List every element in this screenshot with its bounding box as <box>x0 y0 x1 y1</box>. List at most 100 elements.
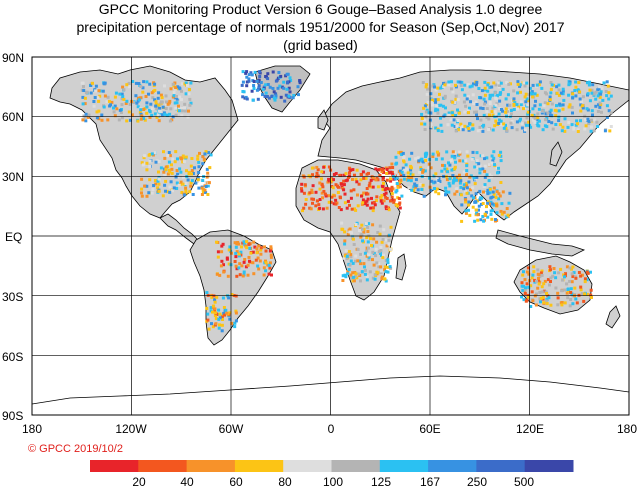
precip-cell <box>392 198 396 202</box>
precip-cell <box>148 108 151 112</box>
precip-cell <box>371 201 375 205</box>
precip-cell <box>494 218 497 221</box>
precip-cell <box>510 126 514 130</box>
precip-cell <box>589 129 593 133</box>
precip-cell <box>269 245 273 249</box>
precip-cell <box>369 178 373 182</box>
precip-cell <box>364 222 368 226</box>
precip-cell <box>356 193 359 197</box>
precip-cell <box>428 118 432 122</box>
precip-cell <box>109 103 113 107</box>
legend-swatch <box>428 460 477 472</box>
precip-cell <box>559 91 563 95</box>
precip-cell <box>458 111 461 115</box>
precip-cell <box>161 105 165 109</box>
precip-cell <box>481 107 485 110</box>
precip-cell <box>451 174 455 177</box>
precip-cell <box>494 119 498 123</box>
precip-cell <box>480 89 484 93</box>
precip-cell <box>558 123 562 127</box>
precip-cell <box>200 193 204 196</box>
precip-cell <box>303 183 307 187</box>
precip-cell <box>589 270 592 274</box>
precip-cell <box>508 103 512 107</box>
precip-cell <box>561 125 565 129</box>
precip-cell <box>263 94 267 98</box>
precip-cell <box>491 190 495 194</box>
precip-cell <box>448 163 452 167</box>
precip-cell <box>230 321 234 325</box>
precip-cell <box>577 81 581 85</box>
precip-cell <box>382 199 386 203</box>
lon-label: 60W <box>219 422 244 436</box>
precip-cell <box>576 128 580 132</box>
precip-cell <box>238 262 242 266</box>
precip-cell <box>375 195 379 199</box>
precip-cell <box>248 259 251 263</box>
map-title-line2: precipitation percentage of normals 1951… <box>76 19 565 35</box>
precip-cell <box>89 83 93 87</box>
precip-cell <box>349 259 353 263</box>
precip-cell <box>472 196 476 200</box>
precip-cell <box>355 168 359 172</box>
precip-cell <box>583 114 587 118</box>
precip-cell <box>453 101 457 105</box>
precip-cell <box>158 106 162 110</box>
precip-cell <box>498 118 501 122</box>
precip-cell <box>298 81 302 85</box>
precip-cell <box>523 95 527 99</box>
precip-cell <box>154 179 157 182</box>
precip-cell <box>247 255 251 259</box>
precip-cell <box>434 98 438 102</box>
precip-cell <box>391 187 395 191</box>
precip-cell <box>410 166 413 170</box>
precip-cell <box>447 111 451 115</box>
precip-cell <box>235 250 239 254</box>
precip-cell <box>403 168 407 172</box>
precip-cell <box>362 176 366 180</box>
precip-cell <box>473 182 477 186</box>
precip-cell <box>459 185 463 189</box>
precip-cell <box>312 197 315 201</box>
precip-cell <box>222 270 226 274</box>
precip-cell <box>492 192 496 196</box>
precip-cell <box>464 211 468 215</box>
precip-cell <box>220 315 224 319</box>
precip-cell <box>379 245 383 249</box>
precip-cell <box>324 194 328 198</box>
precip-cell <box>431 103 434 107</box>
precip-cell <box>374 247 378 251</box>
precip-cell <box>136 96 140 100</box>
precip-cell <box>134 94 138 98</box>
precip-cell <box>196 157 200 161</box>
precip-cell <box>84 112 88 116</box>
precip-cell <box>244 71 248 75</box>
precip-cell <box>237 266 241 270</box>
precip-cell <box>541 295 545 299</box>
precip-cell <box>117 118 121 122</box>
precip-cell <box>596 94 600 98</box>
precip-cell <box>458 152 462 156</box>
precip-cell <box>574 85 578 89</box>
precip-cell <box>245 240 249 244</box>
precip-cell <box>579 109 583 113</box>
precip-cell <box>522 107 525 111</box>
precip-cell <box>554 286 558 290</box>
precip-cell <box>467 208 470 212</box>
precip-cell <box>373 273 377 277</box>
precip-cell <box>493 124 497 128</box>
precip-cell <box>491 128 495 132</box>
precip-cell <box>201 179 205 182</box>
precip-cell <box>606 84 610 88</box>
precip-cell <box>356 248 360 251</box>
precip-cell <box>318 198 322 201</box>
precip-cell <box>268 249 272 253</box>
precip-cell <box>131 80 135 83</box>
precip-cell <box>206 318 210 322</box>
precip-cell <box>140 194 144 198</box>
precip-cell <box>205 291 209 295</box>
precipitation-anomaly-cells <box>80 70 613 333</box>
precip-cell <box>81 102 85 106</box>
precip-cell <box>213 311 217 315</box>
